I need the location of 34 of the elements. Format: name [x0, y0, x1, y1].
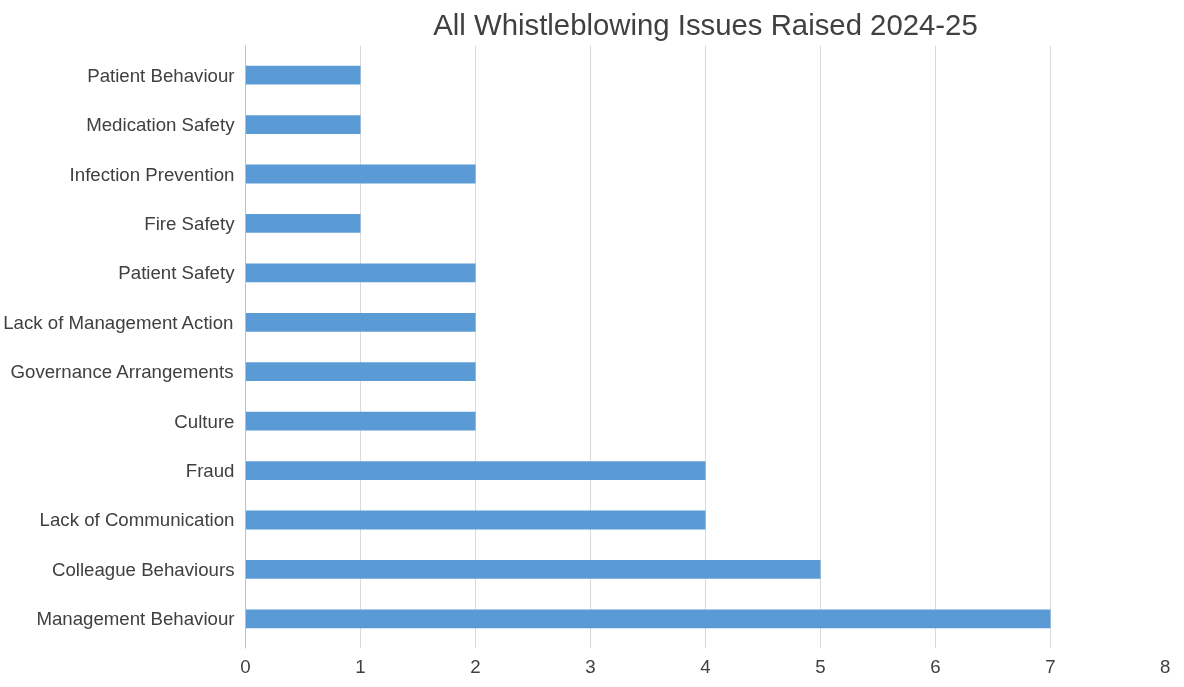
bar: [245, 263, 476, 283]
y-tick-label: Management Behaviour: [36, 608, 235, 630]
y-tick-label: Infection Prevention: [69, 163, 235, 185]
bar: [245, 214, 361, 233]
bar: [245, 560, 821, 579]
y-tick-label: Culture: [174, 410, 235, 432]
x-tick-label: 4: [700, 655, 711, 677]
bar: [245, 461, 706, 480]
x-tick-label: 6: [930, 655, 941, 677]
y-tick-label: Governance Arrangements: [10, 361, 234, 383]
y-tick-label: Colleague Behaviours: [51, 558, 235, 580]
y-tick-label: Patient Safety: [118, 262, 236, 284]
x-tick-label: 2: [470, 655, 481, 677]
bar: [245, 510, 706, 530]
bar: [245, 312, 476, 332]
y-tick-label: Fraud: [185, 460, 235, 482]
bar: [245, 164, 476, 184]
bar: [245, 65, 361, 85]
x-tick-label: 3: [585, 655, 596, 677]
x-tick-label: 1: [355, 655, 366, 677]
y-tick-label: Patient Behaviour: [87, 64, 235, 86]
y-tick-label: Fire Safety: [144, 212, 236, 234]
bar: [245, 362, 476, 382]
bar: [245, 609, 1051, 629]
y-tick-label: Lack of Communication: [39, 509, 235, 531]
x-tick-label: 5: [815, 655, 826, 677]
x-tick-label: 7: [1045, 655, 1056, 677]
bar: [245, 411, 476, 431]
y-tick-label: Lack of Management Action: [3, 311, 234, 333]
y-tick-label: Medication Safety: [86, 114, 236, 136]
x-tick-label: 0: [240, 655, 251, 677]
bar: [245, 115, 361, 134]
x-tick-label: 8: [1160, 655, 1171, 677]
chart-title: All Whistleblowing Issues Raised 2024-25: [433, 7, 978, 41]
